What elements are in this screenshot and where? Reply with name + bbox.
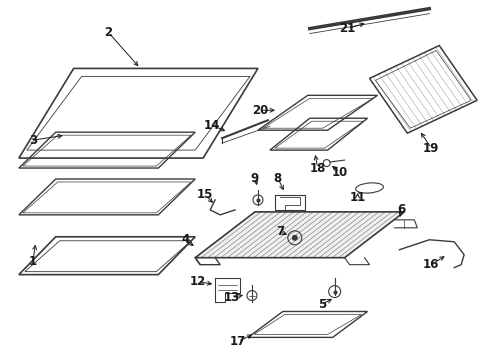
Text: 3: 3: [29, 134, 37, 147]
Text: 10: 10: [331, 166, 347, 179]
Text: 18: 18: [309, 162, 325, 175]
Text: 15: 15: [197, 188, 213, 202]
Text: 19: 19: [422, 141, 439, 155]
Text: 6: 6: [396, 203, 405, 216]
Polygon shape: [195, 212, 404, 258]
Text: 21: 21: [339, 22, 355, 35]
Text: 11: 11: [349, 192, 365, 204]
Text: 16: 16: [422, 258, 439, 271]
Text: 20: 20: [251, 104, 267, 117]
Text: 13: 13: [224, 291, 240, 304]
Text: 5: 5: [317, 298, 325, 311]
Text: 17: 17: [229, 335, 245, 348]
Text: 12: 12: [190, 275, 206, 288]
Text: 14: 14: [203, 119, 220, 132]
Text: 4: 4: [181, 233, 189, 246]
Text: 1: 1: [29, 255, 37, 268]
Text: 7: 7: [275, 225, 284, 238]
Text: 2: 2: [104, 26, 112, 39]
Text: 9: 9: [250, 171, 259, 185]
Circle shape: [291, 235, 297, 241]
Text: 8: 8: [273, 171, 282, 185]
